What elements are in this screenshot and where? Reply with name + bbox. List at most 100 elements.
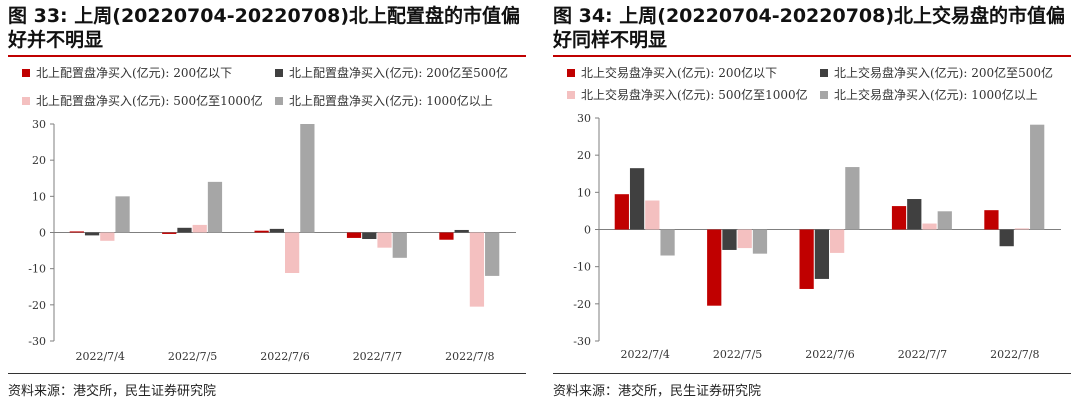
y-tick-label: 30 bbox=[32, 118, 46, 131]
bar bbox=[192, 224, 207, 233]
legend-swatch bbox=[22, 97, 30, 105]
title-divider bbox=[8, 55, 526, 57]
bar bbox=[454, 229, 469, 233]
bar bbox=[891, 206, 907, 230]
legend-swatch bbox=[22, 69, 30, 77]
x-category-label: 2022/7/8 bbox=[990, 348, 1039, 361]
bar bbox=[69, 231, 84, 233]
bar bbox=[707, 229, 722, 306]
legend-swatch bbox=[820, 69, 828, 77]
bar bbox=[722, 229, 737, 250]
bar bbox=[254, 230, 269, 233]
bar bbox=[285, 232, 300, 274]
bar bbox=[645, 200, 660, 230]
legend-label: 北上交易盘净买入(亿元): 200亿至500亿 bbox=[834, 66, 1054, 80]
y-tick-label: -20 bbox=[573, 298, 591, 311]
x-category-label: 2022/7/6 bbox=[260, 350, 309, 363]
legend-label: 北上配置盘净买入(亿元): 200亿至500亿 bbox=[289, 66, 509, 80]
chart-panel-left: 图 33: 上周(20220704-20220708)北上配置盘的市值偏好并不明… bbox=[8, 0, 535, 405]
x-category-label: 2022/7/4 bbox=[75, 350, 124, 363]
x-category-label: 2022/7/7 bbox=[898, 348, 947, 361]
legend-label: 北上交易盘净买入(亿元): 1000亿以上 bbox=[834, 88, 1038, 102]
bar bbox=[346, 232, 362, 238]
bar bbox=[660, 229, 675, 256]
bar bbox=[115, 196, 130, 233]
bar bbox=[362, 232, 377, 240]
x-category-label: 2022/7/4 bbox=[620, 348, 669, 361]
bottom-divider bbox=[553, 373, 1071, 374]
source-note: 资料来源：港交所，民生证券研究院 bbox=[8, 384, 217, 399]
bar bbox=[614, 194, 629, 230]
bar bbox=[469, 232, 485, 307]
legend-item: 北上配置盘净买入(亿元): 200亿以下 bbox=[22, 66, 232, 80]
chart-panel-right: 图 34: 上周(20220704-20220708)北上交易盘的市值偏好同样不… bbox=[553, 0, 1080, 405]
bar bbox=[1030, 124, 1045, 230]
bar bbox=[937, 211, 952, 230]
bar bbox=[377, 232, 392, 248]
bar bbox=[629, 168, 645, 230]
legend-item: 北上交易盘净买入(亿元): 1000亿以上 bbox=[820, 88, 1038, 102]
bar bbox=[485, 232, 500, 276]
bar bbox=[100, 232, 115, 241]
x-category-label: 2022/7/7 bbox=[353, 350, 402, 363]
bar bbox=[269, 228, 284, 233]
bar-chart-left: -30 -20 -10 0 10 20 30 2022/7/4 2022/7/5 2022/7/6… bbox=[28, 118, 516, 363]
bar bbox=[752, 229, 768, 254]
bar bbox=[922, 223, 937, 230]
bar bbox=[162, 232, 177, 234]
bar bbox=[300, 124, 315, 233]
y-tick-label: 20 bbox=[577, 149, 591, 162]
bar bbox=[1014, 228, 1030, 230]
y-tick-label: -30 bbox=[28, 335, 46, 348]
bar bbox=[999, 229, 1014, 247]
legend-item: 北上配置盘净买入(亿元): 500亿至1000亿 bbox=[22, 94, 263, 108]
x-category-label: 2022/7/5 bbox=[713, 348, 762, 361]
y-tick-label: -10 bbox=[573, 261, 591, 274]
legend-item: 北上交易盘净买入(亿元): 200亿以下 bbox=[567, 66, 777, 80]
legend-swatch bbox=[567, 69, 575, 77]
x-category-label: 2022/7/5 bbox=[168, 350, 217, 363]
x-category-label: 2022/7/8 bbox=[445, 350, 494, 363]
legend-swatch bbox=[275, 97, 283, 105]
bar bbox=[84, 232, 100, 236]
title-divider bbox=[553, 55, 1071, 57]
bar bbox=[392, 232, 407, 258]
y-tick-label: 0 bbox=[39, 227, 46, 240]
bar bbox=[439, 232, 454, 240]
legend-item: 北上配置盘净买入(亿元): 200亿至500亿 bbox=[275, 66, 508, 80]
bar bbox=[830, 229, 845, 253]
legend-label: 北上交易盘净买入(亿元): 500亿至1000亿 bbox=[581, 88, 808, 102]
legend-label: 北上配置盘净买入(亿元): 200亿以下 bbox=[36, 66, 233, 80]
legend-item: 北上交易盘净买入(亿元): 500亿至1000亿 bbox=[567, 88, 808, 102]
bar-chart-right: -30 -20 -10 0 10 20 30 2022/7/4 2022/7/5 2022/7/6… bbox=[573, 112, 1061, 361]
bar bbox=[207, 181, 223, 233]
source-note: 资料来源：港交所，民生证券研究院 bbox=[553, 384, 762, 399]
y-tick-label: -30 bbox=[573, 335, 591, 348]
bar bbox=[845, 167, 860, 230]
bar bbox=[984, 210, 999, 230]
figure-title: 图 33: 上周(20220704-20220708)北上配置盘的市值偏好并不明… bbox=[8, 5, 521, 51]
y-tick-label: 30 bbox=[577, 112, 591, 125]
x-category-label: 2022/7/6 bbox=[805, 348, 854, 361]
bar bbox=[799, 229, 814, 289]
bar bbox=[907, 199, 922, 230]
legend-item: 北上交易盘净买入(亿元): 200亿至500亿 bbox=[820, 66, 1053, 80]
legend-swatch bbox=[275, 69, 283, 77]
y-tick-label: -10 bbox=[28, 263, 46, 276]
y-tick-label: 20 bbox=[32, 154, 46, 167]
legend-label: 北上交易盘净买入(亿元): 200亿以下 bbox=[581, 66, 778, 80]
figure-title: 图 34: 上周(20220704-20220708)北上交易盘的市值偏好同样不… bbox=[553, 5, 1066, 51]
bar bbox=[177, 227, 192, 233]
y-tick-label: 0 bbox=[584, 224, 591, 237]
bar bbox=[814, 229, 829, 279]
legend-label: 北上配置盘净买入(亿元): 1000亿以上 bbox=[289, 94, 493, 108]
legend-item: 北上配置盘净买入(亿元): 1000亿以上 bbox=[275, 94, 493, 108]
legend-swatch bbox=[567, 91, 575, 99]
y-tick-label: 10 bbox=[577, 186, 591, 199]
y-tick-label: -20 bbox=[28, 299, 46, 312]
bar bbox=[737, 229, 752, 249]
bottom-divider bbox=[8, 373, 526, 374]
y-tick-label: 10 bbox=[32, 190, 46, 203]
legend-swatch bbox=[820, 91, 828, 99]
legend-label: 北上配置盘净买入(亿元): 500亿至1000亿 bbox=[36, 94, 263, 108]
